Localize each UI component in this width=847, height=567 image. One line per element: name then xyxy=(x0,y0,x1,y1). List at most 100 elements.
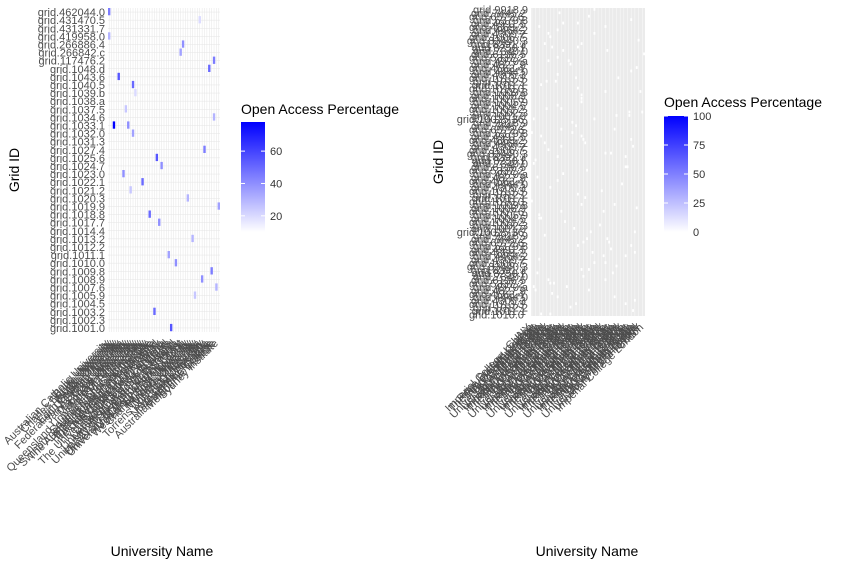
y-tick-label: grid.5379.8 xyxy=(473,15,528,27)
heatmap-tile xyxy=(599,223,601,227)
heatmap-tile xyxy=(611,271,614,275)
heatmap-tile xyxy=(558,11,561,15)
y-tick-label: grid.7445.2 xyxy=(471,121,526,133)
heatmap-tile xyxy=(198,16,201,24)
heatmap-tile xyxy=(626,165,629,169)
heatmap-tile xyxy=(203,145,206,153)
y-tick-label: grid.4991.5 xyxy=(471,18,526,30)
left-x-axis-title: University Name xyxy=(111,543,214,559)
y-tick-label: grid.1031.3 xyxy=(50,137,105,149)
heatmap-tile xyxy=(573,227,576,230)
y-tick-label: grid.4563.4 xyxy=(469,176,524,188)
heatmap-tile xyxy=(155,153,159,162)
heatmap-tile xyxy=(538,213,541,217)
right-y-axis-title: Grid ID xyxy=(430,140,446,184)
heatmap-tile xyxy=(556,155,559,158)
heatmap-tile xyxy=(575,76,577,80)
heatmap-tile xyxy=(584,196,587,199)
y-tick-label: grid.8250.f xyxy=(472,155,525,167)
heatmap-tile xyxy=(604,278,607,282)
heatmap-tile xyxy=(547,31,550,35)
y-tick-label: grid.9918.9 xyxy=(473,5,528,17)
y-tick-label: grid.10025.36 xyxy=(457,227,524,239)
y-tick-label: grid.4970.a xyxy=(473,282,529,294)
y-tick-label: grid.117476.2 xyxy=(39,56,105,68)
heatmap-tile xyxy=(540,216,543,220)
y-tick-label: grid.462044.0 xyxy=(38,7,105,19)
heatmap-tile xyxy=(576,192,579,196)
y-tick-label: grid.7445.2 xyxy=(471,8,526,20)
y-tick-label: grid.1037.5 xyxy=(50,104,105,116)
y-tick-label: grid.1009.8 xyxy=(473,200,528,212)
left-heatmap: grid.462044.0grid.431470.5grid.431331.7g… xyxy=(2,7,399,559)
heatmap-tile xyxy=(545,79,548,83)
heatmap-tile xyxy=(556,73,559,76)
heatmap-tile xyxy=(586,168,588,172)
heatmap-tile xyxy=(124,105,128,113)
y-tick-label: grid.1002.3 xyxy=(473,107,528,119)
y-tick-label: grid.4991.5 xyxy=(471,244,526,256)
heatmap-tile xyxy=(580,203,583,206)
heatmap-tile xyxy=(200,275,204,283)
y-tick-label: grid.1010.0 xyxy=(50,258,105,270)
y-tick-label: grid.1027.4 xyxy=(50,145,105,157)
y-tick-label: grid.1006.7 xyxy=(469,258,524,270)
heatmap-tile xyxy=(212,56,216,64)
right-y-ticks: grid.9918.9grid.7445.2grid.6572.6grid.53… xyxy=(457,5,529,322)
y-tick-label: grid.83440.3 xyxy=(467,36,528,48)
heatmap-tile xyxy=(167,251,170,259)
heatmap-tile xyxy=(591,250,594,254)
heatmap-tile xyxy=(160,161,163,170)
heatmap-tile xyxy=(556,28,559,32)
heatmap-tile xyxy=(564,220,566,223)
y-tick-label: grid.1018.8 xyxy=(50,210,105,222)
heatmap-tile xyxy=(538,25,541,28)
heatmap-tile xyxy=(576,244,579,247)
heatmap-tile xyxy=(181,40,185,48)
heatmap-tile xyxy=(639,90,642,93)
left-legend-colorbar xyxy=(241,122,265,232)
heatmap-tile xyxy=(565,285,568,288)
heatmap-tile xyxy=(610,247,612,251)
y-tick-label: grid.1012.2 xyxy=(473,77,528,89)
legend-tick-label: 50 xyxy=(693,169,705,181)
right-x-axis-title: University Name xyxy=(536,543,639,559)
heatmap-tile xyxy=(600,189,603,193)
y-tick-label: grid.1005.9 xyxy=(473,210,528,222)
y-tick-label: grid.1011.1 xyxy=(472,193,526,205)
heatmap-tile xyxy=(540,312,543,316)
heatmap-tile xyxy=(593,8,596,11)
heatmap-tile xyxy=(615,264,618,268)
y-tick-label: grid.4305.3 xyxy=(471,70,526,82)
heatmap-tile xyxy=(633,250,636,254)
y-tick-label: grid.4563.4 xyxy=(469,289,524,301)
y-tick-label: grid.1005.9 xyxy=(50,291,105,303)
heatmap-tile xyxy=(208,64,211,72)
y-tick-label: grid.6136.5 xyxy=(471,162,526,174)
legend-tick-label: 20 xyxy=(270,211,282,223)
heatmap-tile xyxy=(630,244,633,247)
left-legend-title: Open Access Percentage xyxy=(241,101,399,117)
y-tick-label: grid.1012.2 xyxy=(473,302,528,314)
heatmap-tile xyxy=(582,240,585,244)
y-tick-label: grid.4444.0 xyxy=(473,66,528,78)
heatmap-tile xyxy=(613,127,616,131)
y-tick-label: grid.5379.8 xyxy=(473,128,528,140)
heatmap-tile xyxy=(613,203,616,206)
y-tick-label: grid.5379.8 xyxy=(473,241,528,253)
y-tick-label: grid.6572.6 xyxy=(469,12,524,24)
heatmap-tile xyxy=(129,186,132,194)
heatmap-tile xyxy=(628,114,631,117)
y-tick-label: grid.1003.2 xyxy=(469,104,524,116)
heatmap-tile xyxy=(551,292,554,295)
heatmap-tile xyxy=(593,117,596,121)
y-tick-label: grid.1009.8 xyxy=(473,87,528,99)
y-tick-label: grid.1008.9 xyxy=(471,203,526,215)
legend-tick-label: 60 xyxy=(270,146,282,158)
heatmap-tile xyxy=(635,206,638,210)
y-tick-label: grid.8391.3 xyxy=(471,265,526,277)
heatmap-tile xyxy=(193,291,197,299)
heatmap-tile xyxy=(580,134,583,138)
heatmap-tile xyxy=(562,49,565,52)
y-tick-label: grid.83440.3 xyxy=(467,148,528,160)
